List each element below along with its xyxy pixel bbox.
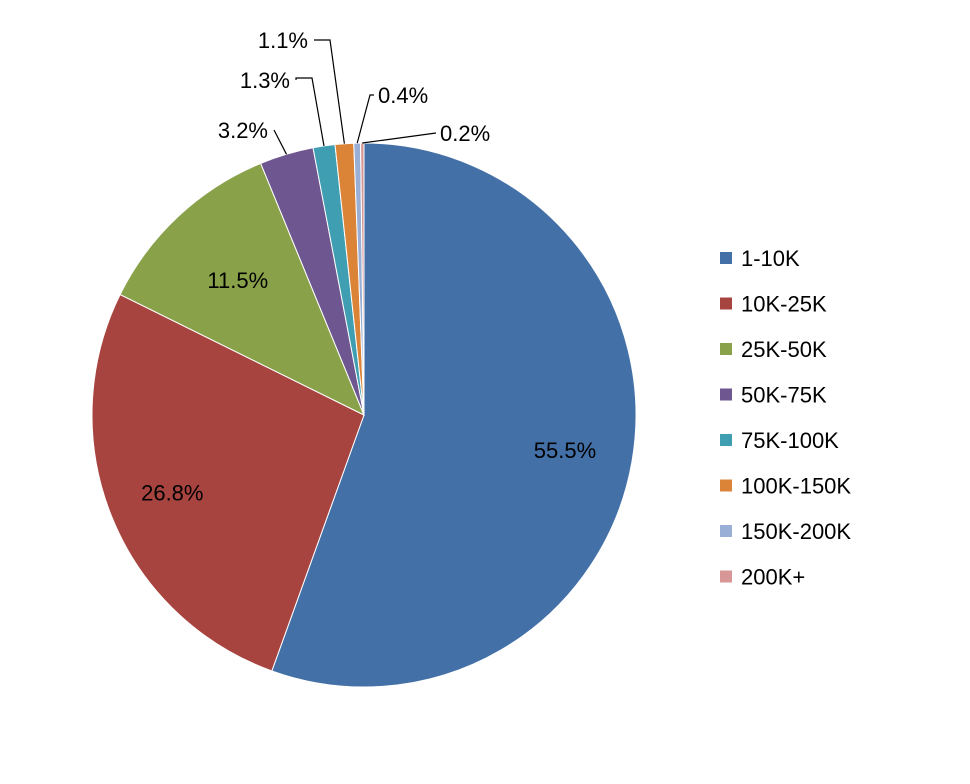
- legend-label-75k-100k: 75K-100K: [741, 428, 839, 453]
- leader-line-75k-100k: [295, 77, 325, 147]
- data-label-1-10k: 55.5%: [534, 438, 596, 463]
- legend-swatch-100k-150k: [720, 479, 732, 492]
- legend-swatch-75k-100k: [720, 434, 732, 446]
- legend-label-10k-25k: 10K-25K: [741, 292, 827, 317]
- data-label-75k-100k: 1.3%: [240, 68, 290, 93]
- legend-swatch-200kplus: [720, 570, 732, 583]
- data-label-100k-150k: 1.1%: [258, 28, 308, 53]
- data-label-25k-50k: 11.5%: [207, 268, 268, 293]
- legend-label-100k-150k: 100K-150K: [741, 474, 851, 499]
- pie-slice-25k-50k: [119, 162, 365, 417]
- legend-label-1-10k: 1-10K: [741, 246, 800, 271]
- leader-line-100k-150k: [314, 39, 345, 144]
- legend-swatch-25k-50k: [720, 343, 732, 355]
- legend-swatch-150k-200k: [720, 525, 732, 537]
- leader-line-200kplus: [362, 132, 437, 144]
- data-labels: 55.5% 26.8% 11.5% 3.2% 1.3% 1.1% 0.4% 0.2%: [141, 28, 596, 505]
- leader-line-150k-200k: [356, 94, 374, 144]
- data-label-50k-75k: 3.2%: [218, 118, 268, 143]
- data-label-200kplus: 0.2%: [440, 121, 490, 146]
- pie-slice-10k-25k: [91, 293, 365, 672]
- pie-slices: [91, 142, 637, 688]
- legend-swatch-10k-25k: [720, 297, 732, 310]
- legend-label-150k-200k: 150K-200K: [741, 519, 851, 544]
- leader-line-50k-75k: [273, 129, 288, 155]
- legend-swatch-1-10k: [720, 252, 732, 264]
- pie-slice-1-10k: [271, 142, 637, 688]
- leader-lines: [273, 39, 437, 155]
- data-label-10k-25k: 26.8%: [141, 480, 203, 505]
- legend-label-50k-75k: 50K-75K: [741, 383, 827, 408]
- legend-label-25k-50k: 25K-50K: [741, 337, 827, 362]
- legend-swatch-50k-75k: [720, 388, 732, 401]
- data-label-150k-200k: 0.4%: [378, 83, 428, 108]
- legend-label-200kplus: 200K+: [741, 565, 805, 590]
- legend: 1-10K 10K-25K 25K-50K 50K-75K 75K-100K 100K-1…: [720, 246, 851, 590]
